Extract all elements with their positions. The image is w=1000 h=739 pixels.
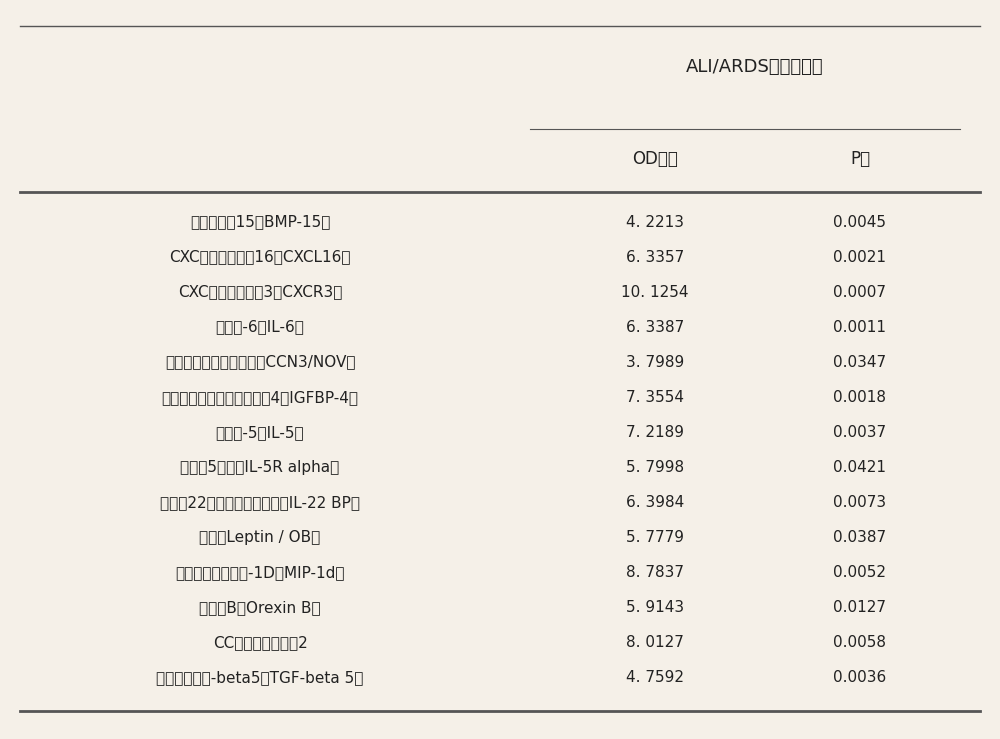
Text: 0.0045: 0.0045 [834,214,887,230]
Text: 4. 2213: 4. 2213 [626,214,684,230]
Text: 7. 2189: 7. 2189 [626,425,684,440]
Text: 6. 3387: 6. 3387 [626,320,684,335]
Text: 0.0037: 0.0037 [833,425,887,440]
Text: 0.0127: 0.0127 [834,600,887,615]
Text: 骨形成蛋白15（BMP-15）: 骨形成蛋白15（BMP-15） [190,214,330,230]
Text: 胰岛素样生长因子结合蛋白4（IGFBP-4）: 胰岛素样生长因子结合蛋白4（IGFBP-4） [162,389,358,405]
Text: 4. 7592: 4. 7592 [626,670,684,685]
Text: 0.0347: 0.0347 [833,355,887,370]
Text: 0.0421: 0.0421 [834,460,887,474]
Text: 0.0021: 0.0021 [834,250,887,265]
Text: OD比值: OD比值 [632,150,678,168]
Text: 0.0036: 0.0036 [833,670,887,685]
Text: 5. 7779: 5. 7779 [626,530,684,545]
Text: 0.0018: 0.0018 [834,389,887,405]
Text: 0.0007: 0.0007 [834,285,887,299]
Text: 5. 7998: 5. 7998 [626,460,684,474]
Text: CC类趋化因子受体2: CC类趋化因子受体2 [213,635,307,650]
Text: 肾母细胞过度表达基因（CCN3/NOV）: 肾母细胞过度表达基因（CCN3/NOV） [165,355,355,370]
Text: 白介素-5（IL-5）: 白介素-5（IL-5） [216,425,304,440]
Text: 8. 0127: 8. 0127 [626,635,684,650]
Text: CXC趋化因子受体3（CXCR3）: CXC趋化因子受体3（CXCR3） [178,285,342,299]
Text: 0.0052: 0.0052 [834,565,887,579]
Text: 0.0011: 0.0011 [834,320,887,335]
Text: P值: P值 [850,150,870,168]
Text: 瘦素（Leptin / OB）: 瘦素（Leptin / OB） [199,530,321,545]
Text: 7. 3554: 7. 3554 [626,389,684,405]
Text: 0.0073: 0.0073 [833,494,887,510]
Text: 白介素22受体结合蛋白抗体（IL-22 BP）: 白介素22受体结合蛋白抗体（IL-22 BP） [160,494,360,510]
Text: 白介素5受体（IL-5R alpha）: 白介素5受体（IL-5R alpha） [180,460,340,474]
Text: 0.0058: 0.0058 [834,635,887,650]
Text: 转化生长因子-beta5（TGF-beta 5）: 转化生长因子-beta5（TGF-beta 5） [156,670,364,685]
Text: 3. 7989: 3. 7989 [626,355,684,370]
Text: 0.0387: 0.0387 [833,530,887,545]
Text: 6. 3357: 6. 3357 [626,250,684,265]
Text: 6. 3984: 6. 3984 [626,494,684,510]
Text: 5. 9143: 5. 9143 [626,600,684,615]
Text: 10. 1254: 10. 1254 [621,285,689,299]
Text: 8. 7837: 8. 7837 [626,565,684,579]
Text: 巨噬细胞炎性蛋白-1D（MIP-1d）: 巨噬细胞炎性蛋白-1D（MIP-1d） [175,565,345,579]
Text: CXC趋化因子配体16（CXCL16）: CXC趋化因子配体16（CXCL16） [169,250,351,265]
Text: 欲激素B（Orexin B）: 欲激素B（Orexin B） [199,600,321,615]
Text: 白介素-6（IL-6）: 白介素-6（IL-6） [216,320,304,335]
Text: ALI/ARDS组比正常组: ALI/ARDS组比正常组 [686,58,824,75]
